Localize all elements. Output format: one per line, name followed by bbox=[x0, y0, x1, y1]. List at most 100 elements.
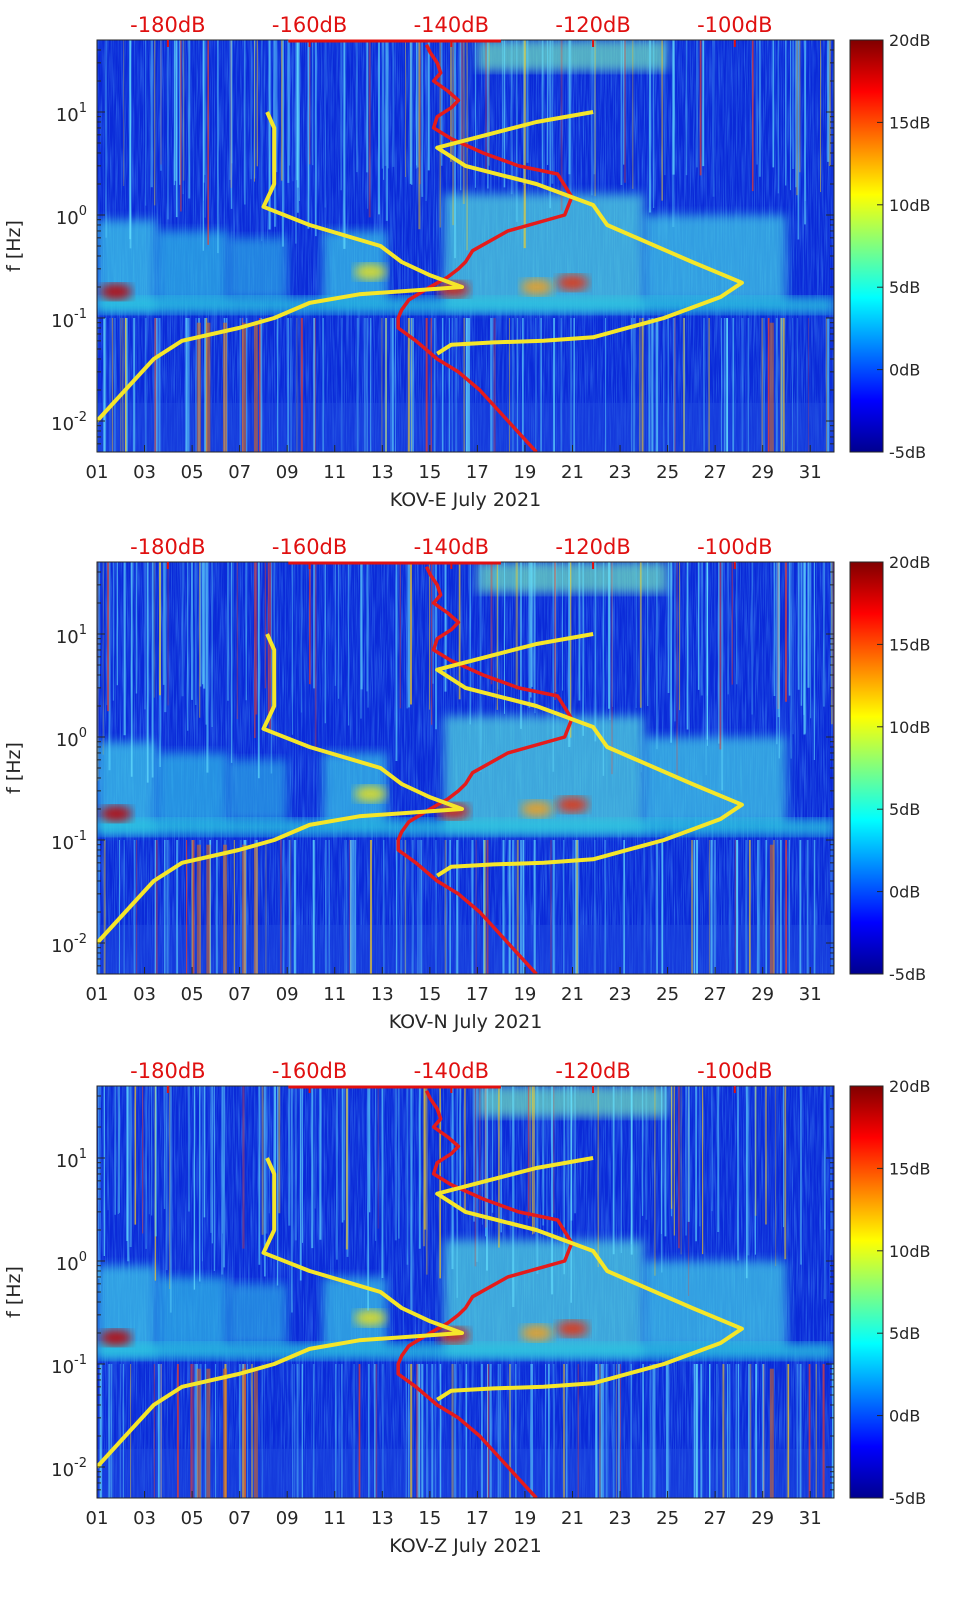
top-axis-label: -100dB bbox=[697, 13, 772, 37]
transient-column bbox=[223, 1368, 228, 1498]
energy-peak bbox=[354, 263, 387, 280]
top-axis-label: -160dB bbox=[272, 13, 347, 37]
x-tick-label: 23 bbox=[609, 984, 632, 1005]
energy-peak bbox=[354, 1309, 387, 1326]
top-axis-label: -140dB bbox=[414, 1059, 489, 1083]
y-tick-label: 10-2 bbox=[51, 932, 87, 957]
energy-band bbox=[97, 296, 834, 314]
top-axis-label: -180dB bbox=[130, 1059, 205, 1083]
energy-band bbox=[227, 1283, 288, 1346]
y-tick-label: 101 bbox=[56, 1147, 87, 1172]
energy-band bbox=[643, 214, 787, 303]
x-tick-label: 23 bbox=[609, 462, 632, 483]
noise-psd-curve bbox=[396, 1089, 574, 1498]
x-tick-label: 05 bbox=[181, 1508, 204, 1529]
x-tick-label: 29 bbox=[751, 1508, 774, 1529]
y-tick-label: 101 bbox=[56, 101, 87, 126]
colorbar-label: -5dB bbox=[889, 1489, 926, 1508]
energy-peak bbox=[100, 1329, 133, 1346]
transient-column bbox=[223, 844, 228, 974]
y-axis-title: f [Hz] bbox=[3, 742, 25, 794]
energy-band bbox=[156, 752, 228, 825]
colorbar-label: 0dB bbox=[889, 1407, 920, 1426]
top-axis-label: -120dB bbox=[555, 535, 630, 559]
x-tick-label: 13 bbox=[371, 462, 394, 483]
colorbar bbox=[849, 561, 884, 975]
x-tick-label: 25 bbox=[656, 1508, 679, 1529]
transient-column bbox=[196, 322, 201, 452]
colorbar-label: 20dB bbox=[889, 31, 931, 50]
y-tick-label: 10-1 bbox=[51, 829, 87, 854]
y-tick-label: 10-1 bbox=[51, 307, 87, 332]
x-tick-label: 01 bbox=[86, 984, 109, 1005]
top-axis-label: -180dB bbox=[130, 13, 205, 37]
energy-peak bbox=[556, 274, 589, 291]
x-tick-label: 15 bbox=[418, 984, 441, 1005]
energy-band bbox=[643, 1260, 787, 1349]
energy-band bbox=[227, 759, 288, 822]
top-axis-label: -120dB bbox=[555, 1059, 630, 1083]
top-axis-label: -100dB bbox=[697, 1059, 772, 1083]
panel-3: 01 03 05 07 09 11 13 15 17 19 21 23 25 27 29 31 KOV-Z Ju… bbox=[3, 1059, 931, 1557]
colorbar-label: 15dB bbox=[889, 635, 931, 654]
top-axis-label: -100dB bbox=[697, 535, 772, 559]
energy-band bbox=[156, 230, 228, 303]
energy-band bbox=[97, 818, 834, 836]
energy-band bbox=[477, 562, 668, 594]
colorbar-label: 10dB bbox=[889, 196, 931, 215]
spectrogram-area bbox=[97, 562, 834, 974]
panel-2: 01 03 05 07 09 11 13 15 17 19 21 23 25 27 29 31 KOV-N Ju… bbox=[3, 535, 931, 1033]
colorbar-label: 0dB bbox=[889, 883, 920, 902]
energy-band bbox=[477, 40, 668, 72]
x-tick-label: 01 bbox=[86, 1508, 109, 1529]
x-tick-label: 03 bbox=[133, 984, 156, 1005]
noise-model-curve bbox=[97, 633, 464, 945]
x-tick-label: 03 bbox=[133, 462, 156, 483]
energy-band bbox=[643, 736, 787, 825]
x-tick-label: 21 bbox=[561, 1508, 584, 1529]
x-tick-label: 01 bbox=[86, 462, 109, 483]
spectrogram-area bbox=[97, 1086, 834, 1498]
x-tick-label: 27 bbox=[704, 1508, 727, 1529]
x-tick-label: 11 bbox=[323, 462, 346, 483]
x-tick-label: 27 bbox=[704, 984, 727, 1005]
transient-column bbox=[242, 322, 247, 452]
x-tick-label: 23 bbox=[609, 1508, 632, 1529]
y-tick-label: 10-1 bbox=[51, 1353, 87, 1378]
x-tick-label: 31 bbox=[799, 1508, 822, 1529]
colorbar bbox=[849, 39, 884, 453]
x-tick-label: 27 bbox=[704, 462, 727, 483]
transient-column bbox=[769, 844, 774, 974]
x-tick-label: 07 bbox=[228, 984, 251, 1005]
x-tick-label: 31 bbox=[799, 984, 822, 1005]
transient-column bbox=[253, 844, 258, 974]
y-tick-label: 100 bbox=[56, 1250, 87, 1275]
x-tick-label: 17 bbox=[466, 984, 489, 1005]
energy-band bbox=[477, 1086, 668, 1118]
energy-peak bbox=[520, 278, 553, 295]
colorbar-label: 10dB bbox=[889, 718, 931, 737]
x-tick-label: 09 bbox=[276, 1508, 299, 1529]
x-tick-label: 19 bbox=[513, 1508, 536, 1529]
y-tick-label: 10-2 bbox=[51, 1456, 87, 1481]
energy-peak bbox=[520, 800, 553, 817]
transient-column bbox=[253, 1368, 258, 1498]
x-tick-label: 05 bbox=[181, 984, 204, 1005]
transient-column bbox=[253, 322, 258, 452]
colorbar-label: 5dB bbox=[889, 278, 920, 297]
x-tick-label: 25 bbox=[656, 984, 679, 1005]
y-tick-label: 100 bbox=[56, 726, 87, 751]
colorbar-label: 15dB bbox=[889, 1159, 931, 1178]
noise-model-curve bbox=[435, 632, 744, 878]
x-tick-label: 07 bbox=[228, 1508, 251, 1529]
x-tick-label: 11 bbox=[323, 1508, 346, 1529]
colorbar-label: -5dB bbox=[889, 443, 926, 462]
colorbar-label: 0dB bbox=[889, 361, 920, 380]
noise-model-curve bbox=[435, 110, 744, 356]
y-tick-label: 10-2 bbox=[51, 410, 87, 435]
top-axis-label: -160dB bbox=[272, 535, 347, 559]
energy-peak bbox=[354, 785, 387, 802]
x-tick-label: 25 bbox=[656, 462, 679, 483]
x-tick-label: 03 bbox=[133, 1508, 156, 1529]
x-tick-label: 17 bbox=[466, 462, 489, 483]
